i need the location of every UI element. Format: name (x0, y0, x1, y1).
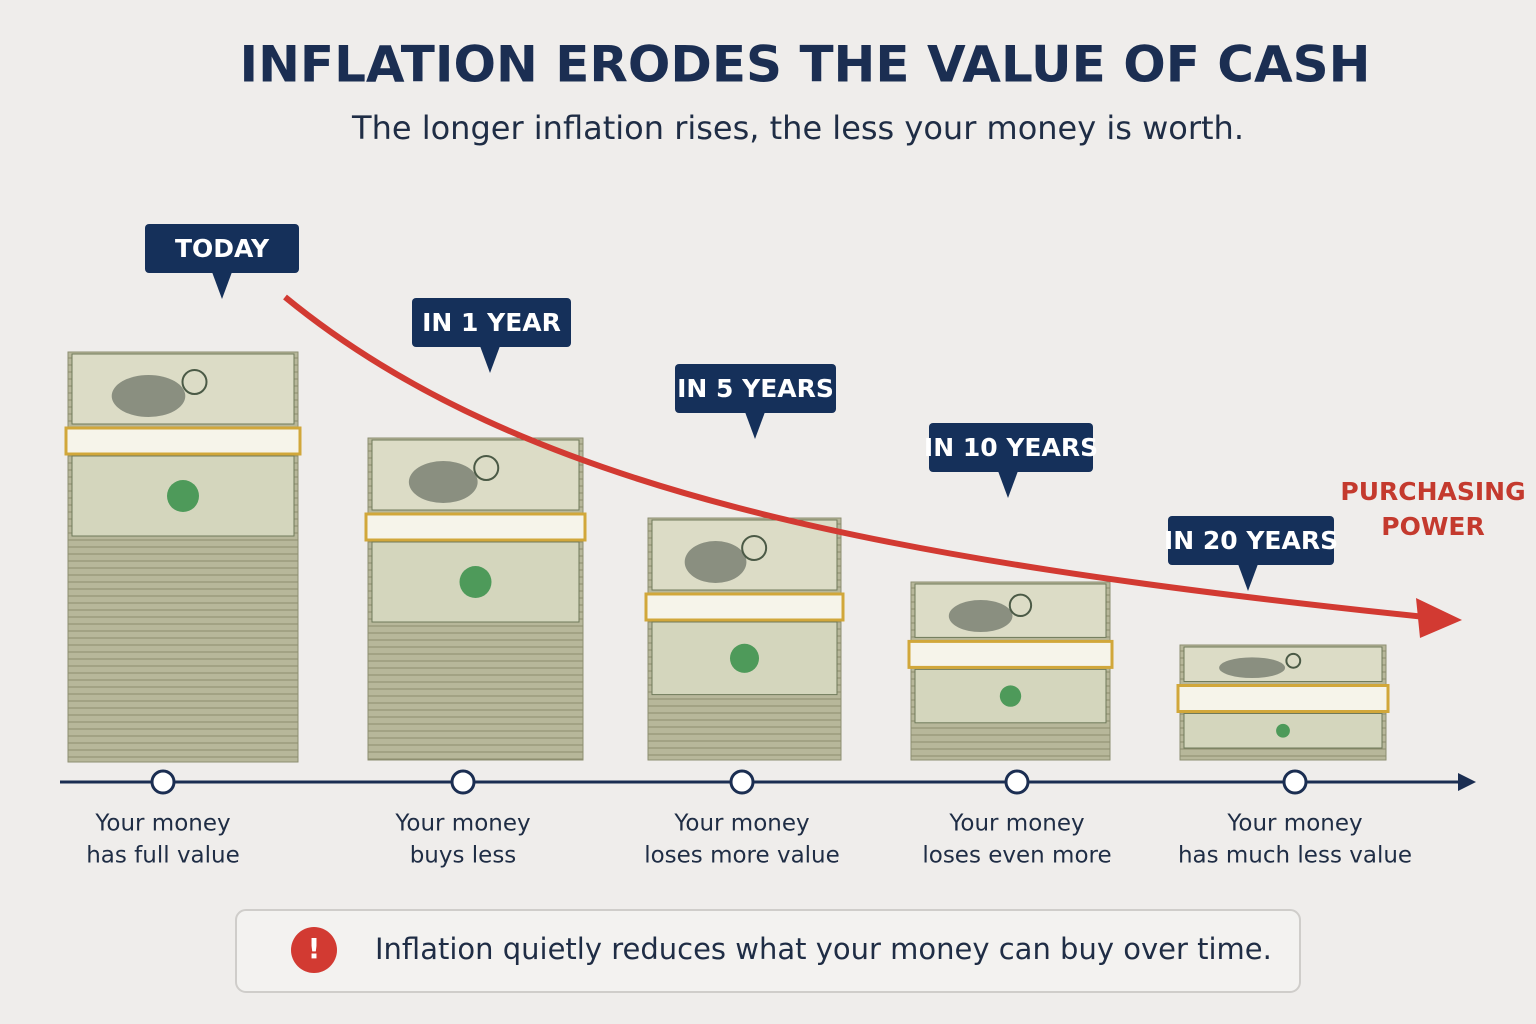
tag-pointer (1238, 564, 1258, 591)
stage-caption: loses more value (644, 843, 840, 869)
tag-box (412, 298, 571, 347)
money-band (1176, 684, 1390, 713)
bill-seal (181, 369, 208, 395)
tag-label: IN 10 YEARS (924, 433, 1098, 462)
stage-caption: Your money (394, 811, 530, 837)
bill-portrait (111, 375, 186, 417)
money-band (907, 639, 1114, 669)
stages: TODAY Your money has full value IN 1 YEAR Yo… (86, 224, 1412, 869)
curve-arrowhead (1416, 598, 1462, 638)
bill-green-seal (729, 643, 760, 673)
alert-icon-text: ! (308, 932, 321, 965)
money-band (64, 426, 302, 456)
stage-caption: has much less value (1178, 843, 1412, 869)
timeline-node (1004, 769, 1030, 795)
tag-pointer (745, 412, 765, 439)
stage-caption: Your money (94, 811, 230, 837)
money-band (364, 512, 587, 542)
tag-box (675, 364, 836, 413)
tag-pointer (212, 272, 232, 299)
timeline-node (729, 769, 755, 795)
tag-label: TODAY (175, 234, 270, 263)
stage-caption: Your money (1226, 811, 1362, 837)
bill-seal (1008, 593, 1033, 618)
title: INFLATION ERODES THE VALUE OF CASH (239, 36, 1370, 94)
tag-pointer (998, 471, 1018, 498)
bill-seal (741, 535, 768, 561)
curve-label: POWER (1381, 512, 1484, 541)
bill-portrait (684, 541, 747, 583)
alert-icon (291, 927, 337, 973)
tag-box (929, 423, 1093, 472)
footer-note: Inflation quietly reduces what your mone… (375, 932, 1272, 966)
timeline-node (1282, 769, 1308, 795)
bill-green-seal (999, 685, 1022, 707)
bill-portrait (1219, 657, 1286, 679)
timeline-node (150, 769, 176, 795)
bill-portrait (408, 461, 478, 503)
tag-pointer (480, 346, 500, 373)
bill-green-seal (1276, 723, 1290, 738)
stage-caption: Your money (948, 811, 1084, 837)
tag-label: IN 5 YEARS (677, 374, 834, 403)
money-stacks (64, 351, 1390, 763)
bill-seal (1285, 652, 1302, 669)
stage-caption: has full value (86, 843, 240, 869)
timeline-arrow (1458, 773, 1476, 791)
stage-caption: buys less (410, 843, 517, 869)
bill-green-seal (167, 480, 199, 512)
purchasing-power-curve (283, 294, 1426, 620)
tag-box (145, 224, 299, 273)
bill-green-seal (459, 566, 492, 598)
tag-label: IN 20 YEARS (1164, 526, 1338, 555)
bill-portrait (948, 600, 1013, 633)
curve-label: PURCHASING (1340, 477, 1525, 506)
subtitle: The longer inflation rises, the less you… (351, 109, 1244, 147)
stage-caption: loses even more (922, 843, 1111, 869)
bill-seal (473, 455, 500, 481)
money-band (644, 592, 845, 622)
tag-box (1168, 516, 1334, 565)
stage-caption: Your money (673, 811, 809, 837)
footer-box (235, 909, 1301, 993)
tag-label: IN 1 YEAR (422, 308, 561, 337)
timeline-node (450, 769, 476, 795)
